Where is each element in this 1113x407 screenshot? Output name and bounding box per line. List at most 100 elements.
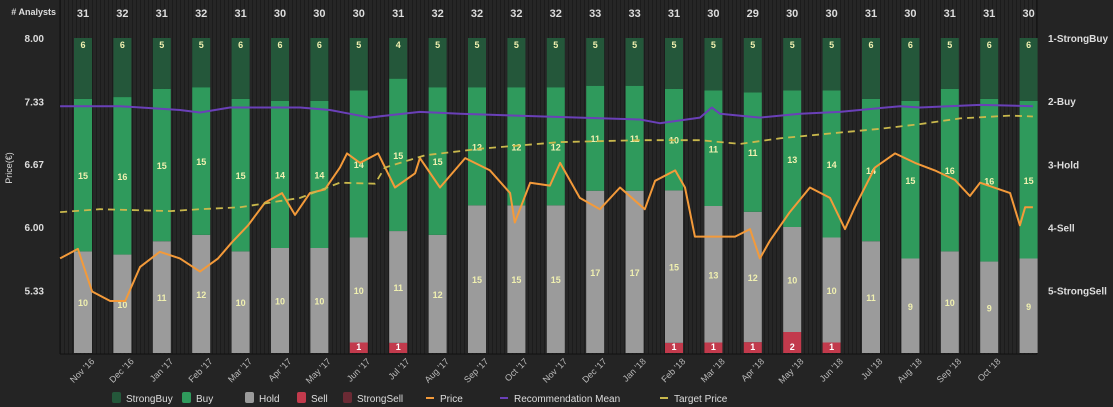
- x-tick-label: Dec '17: [580, 356, 608, 384]
- bar-sell: [389, 342, 408, 353]
- x-tick-label: Feb '17: [187, 356, 215, 384]
- y-axis-label: Price(€): [4, 152, 14, 184]
- bar-hold: [665, 190, 683, 343]
- analyst-count: 31: [983, 8, 995, 20]
- bar-value-label: 5: [553, 40, 558, 50]
- legend-item-price[interactable]: Price: [426, 394, 463, 405]
- bar-hold: [507, 205, 526, 353]
- legend-item-sell[interactable]: Sell: [297, 392, 328, 405]
- analyst-count: 30: [786, 8, 798, 20]
- bar-strongbuy: [389, 38, 408, 79]
- x-tick-label: Sep '18: [935, 356, 963, 384]
- bar-buy: [862, 98, 880, 242]
- x-tick-label: Nov '16: [68, 356, 96, 384]
- bar-hold: [980, 261, 999, 353]
- bar-hold: [349, 237, 368, 343]
- bar-strongbuy: [74, 38, 92, 99]
- analyst-count: 33: [589, 8, 601, 20]
- legend-item-hold[interactable]: Hold: [245, 392, 280, 405]
- bar-value-label: 5: [159, 40, 164, 50]
- bar-value-label: 11: [866, 293, 876, 303]
- bar-strongbuy: [152, 38, 171, 89]
- bar-value-label: 10: [787, 276, 797, 286]
- x-tick-label: Feb '18: [659, 356, 687, 384]
- bar-buy: [152, 88, 171, 242]
- bar-value-label: 12: [433, 290, 443, 300]
- bar-buy: [389, 78, 408, 232]
- bar-buy: [980, 98, 999, 262]
- bar-strongbuy: [428, 38, 447, 88]
- bar-value-label: 1: [356, 342, 361, 352]
- bar-hold: [546, 205, 565, 353]
- legend-item-strongbuy[interactable]: StrongBuy: [112, 392, 173, 405]
- analyst-count-label: # Analysts: [11, 7, 56, 17]
- legend-item-strongsell[interactable]: StrongSell: [343, 392, 403, 405]
- bar-value-label: 6: [908, 40, 913, 50]
- bar-value-label: 13: [787, 155, 797, 165]
- bar-hold: [940, 251, 959, 353]
- x-tick-label: Jan '17: [148, 356, 175, 383]
- bar-value-label: 14: [866, 166, 876, 176]
- legend-item-recommendation-mean[interactable]: Recommendation Mean: [500, 394, 620, 405]
- x-tick-label: Mar '17: [226, 356, 254, 384]
- bar-value-label: 5: [671, 40, 676, 50]
- bar-value-label: 5: [199, 40, 204, 50]
- bar-hold: [822, 237, 841, 343]
- bar-value-label: 11: [590, 134, 600, 144]
- bar-buy: [468, 87, 486, 206]
- bar-value-label: 11: [748, 148, 758, 158]
- bar-sell: [822, 342, 841, 353]
- bar-value-label: 5: [435, 40, 440, 50]
- bar-hold: [743, 211, 762, 343]
- x-tick-label: May '17: [304, 356, 333, 385]
- bar-value-label: 15: [1024, 176, 1034, 186]
- bar-value-label: 16: [984, 176, 994, 186]
- bar-hold: [310, 248, 329, 353]
- bar-strongbuy: [468, 38, 486, 88]
- bar-value-label: 11: [709, 144, 719, 154]
- bar-value-label: 10: [354, 286, 364, 296]
- rating-axis-label: 2-Buy: [1048, 97, 1076, 108]
- bar-buy: [704, 90, 723, 206]
- bar-value-label: 6: [277, 40, 282, 50]
- bar-value-label: 14: [827, 160, 837, 170]
- bar-buy: [822, 90, 841, 238]
- bar-strongbuy: [822, 38, 841, 91]
- bar-strongbuy: [507, 38, 526, 88]
- bar-value-label: 15: [551, 275, 561, 285]
- bar-buy: [231, 98, 250, 252]
- bar-value-label: 5: [947, 40, 952, 50]
- analyst-count: 32: [550, 8, 562, 20]
- bar-strongbuy: [349, 38, 368, 91]
- analyst-count: 30: [1022, 8, 1034, 20]
- legend-swatch: [182, 392, 191, 403]
- x-tick-label: Jun '17: [345, 356, 372, 383]
- bar-value-label: 6: [238, 40, 243, 50]
- bar-value-label: 16: [117, 172, 127, 182]
- legend-line-swatch: [426, 397, 434, 399]
- x-tick-label: Jul '18: [859, 356, 884, 381]
- bar-sell: [665, 342, 683, 353]
- bar-strongbuy: [704, 38, 723, 91]
- bar-hold: [862, 241, 880, 353]
- bar-buy: [940, 88, 959, 252]
- bar-hold: [152, 241, 171, 353]
- bar-strongbuy: [1019, 38, 1038, 101]
- bar-value-label: 10: [117, 300, 127, 310]
- analyst-count: 31: [156, 8, 168, 20]
- bar-value-label: 16: [945, 166, 955, 176]
- bar-value-label: 1: [711, 342, 716, 352]
- bar-hold: [625, 190, 644, 353]
- x-tick-label: Jan '18: [621, 356, 648, 383]
- bar-buy: [271, 101, 289, 248]
- legend-item-buy[interactable]: Buy: [182, 392, 213, 405]
- bar-value-label: 4: [396, 40, 401, 50]
- bar-strongbuy: [271, 38, 289, 101]
- bar-value-label: 12: [551, 142, 561, 152]
- legend-item-target-price[interactable]: Target Price: [660, 394, 728, 405]
- bar-value-label: 5: [356, 40, 361, 50]
- bar-hold: [231, 251, 250, 353]
- bar-value-label: 10: [236, 298, 246, 308]
- bar-hold: [1019, 258, 1038, 353]
- bar-strongbuy: [940, 38, 959, 89]
